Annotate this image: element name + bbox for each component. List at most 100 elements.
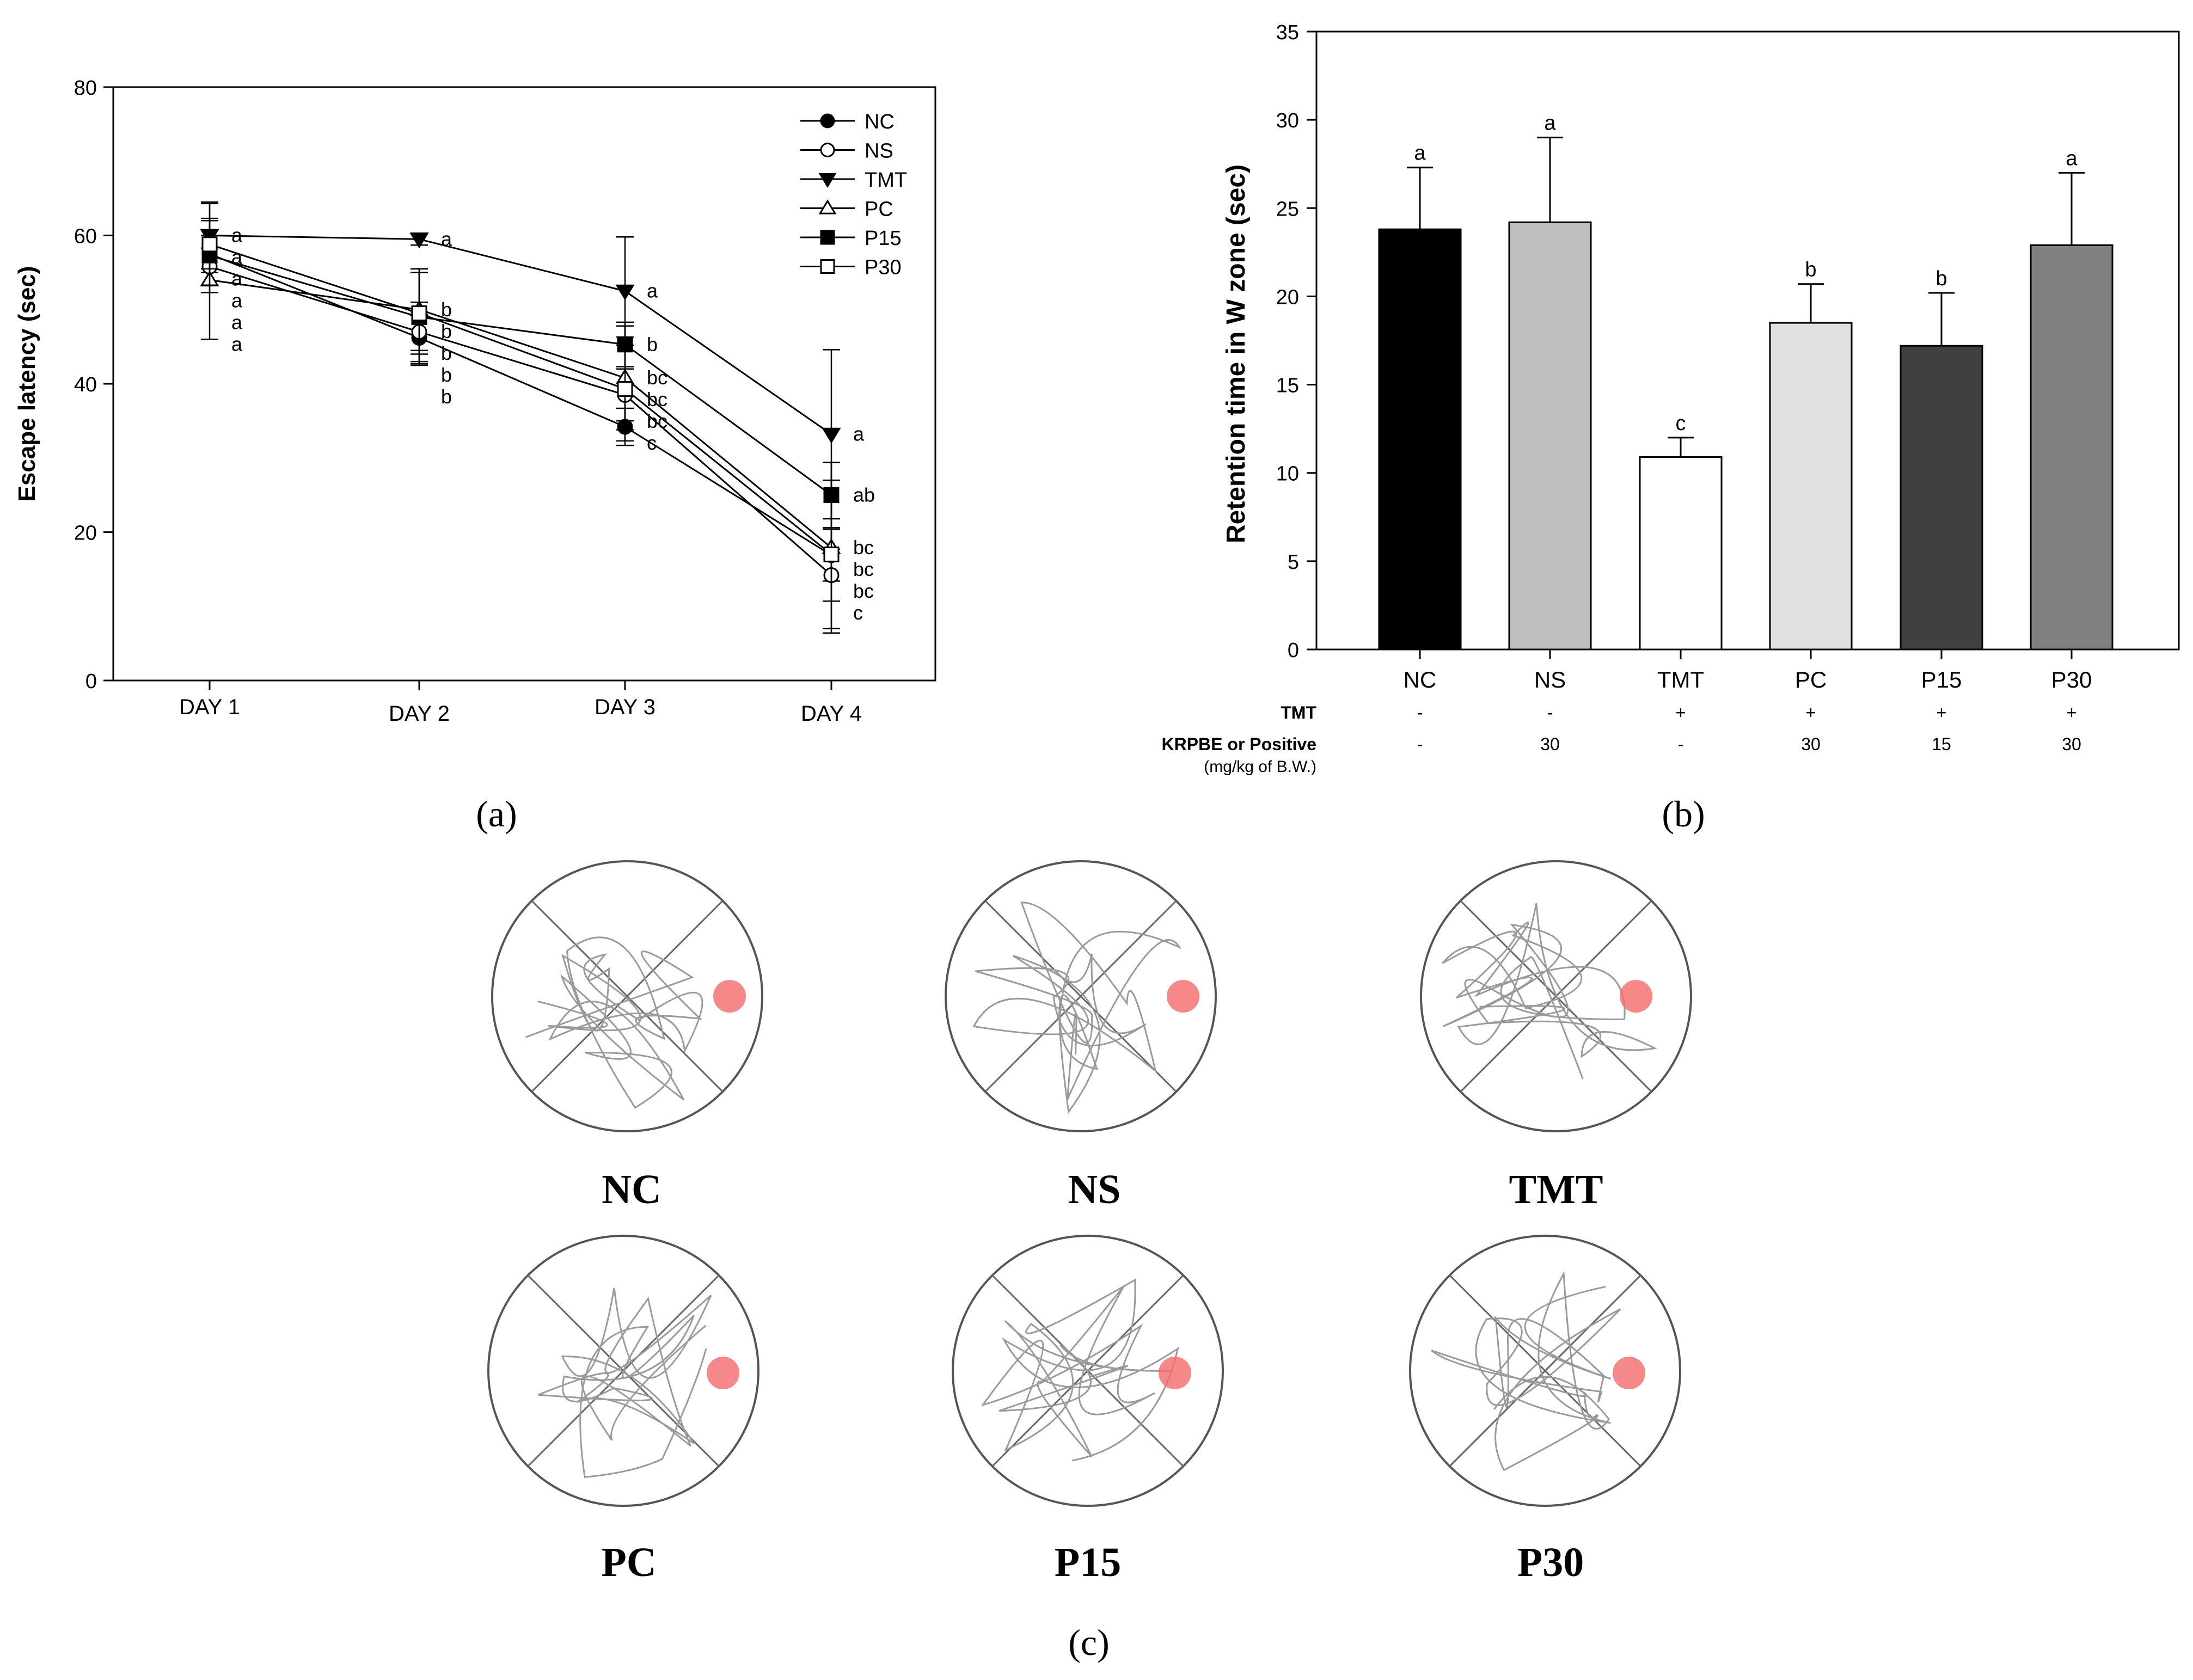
- significance-letter: bc: [647, 366, 667, 389]
- x-tick-label: NS: [1534, 667, 1566, 692]
- bar-p30: [2030, 244, 2114, 651]
- series-tmt: [200, 201, 841, 520]
- x-tick-label: NC: [1404, 667, 1437, 692]
- treatment-row-label: KRPBE or Positive: [1161, 734, 1316, 754]
- data-point: [409, 232, 429, 249]
- legend-label: PC: [865, 198, 893, 221]
- series-line: [209, 279, 832, 549]
- legend-marker: [820, 113, 835, 128]
- panel-label-b: (b): [1662, 793, 1705, 835]
- swim-path: [1442, 903, 1657, 1080]
- track-panel-label: P30: [1517, 1540, 1584, 1585]
- legend-label: P30: [865, 256, 902, 279]
- chart-a-y-ticks: 0 20 40 60 80: [74, 77, 113, 693]
- platform-marker: [713, 980, 746, 1013]
- series-p15: [201, 217, 840, 529]
- series-line: [209, 266, 832, 576]
- significance-letter: b: [1805, 259, 1816, 281]
- swim-path: [972, 902, 1182, 1114]
- quadrant-line: [531, 900, 724, 1093]
- legend-marker: [820, 143, 835, 157]
- significance-letter: a: [441, 228, 452, 250]
- y-tick-label: 10: [1276, 463, 1299, 486]
- significance-letter: a: [231, 224, 243, 247]
- significance-letter: b: [647, 333, 658, 355]
- significance-letter: b: [441, 320, 452, 342]
- significance-letter: ab: [853, 483, 875, 506]
- significance-letter: bc: [647, 410, 667, 432]
- bar-tmt: [1639, 456, 1723, 651]
- legend-label: P15: [865, 227, 902, 250]
- x-tick-label: P30: [2051, 667, 2092, 692]
- track-panel-p30: P30: [1409, 1235, 1681, 1585]
- series-line: [209, 253, 832, 556]
- treatment-value: 30: [1540, 734, 1560, 754]
- significance-letter: b: [441, 298, 452, 321]
- legend-marker: [818, 199, 837, 214]
- quadrant-line: [1449, 1274, 1641, 1467]
- y-tick-label: 5: [1288, 551, 1299, 574]
- y-tick-label: 40: [74, 373, 97, 396]
- platform-marker: [707, 1357, 739, 1389]
- bar-pc: [1769, 322, 1853, 651]
- platform-marker: [1167, 980, 1199, 1013]
- significance-letter: a: [231, 246, 243, 268]
- x-tick-label: TMT: [1657, 667, 1704, 692]
- bar-ns: [1508, 221, 1592, 651]
- significance-letter: a: [231, 290, 243, 312]
- significance-letter: bc: [647, 388, 667, 410]
- series-line: [209, 254, 832, 496]
- significance-letter: b: [441, 364, 452, 386]
- quadrant-line: [984, 900, 1177, 1093]
- x-tick-label: P15: [1921, 667, 1962, 692]
- significance-letter: c: [1676, 412, 1686, 435]
- x-tick-label: PC: [1795, 667, 1827, 692]
- chart-b-y-ticks: 0 5 10 15 20 25 30 35: [1276, 21, 1316, 662]
- significance-letter: a: [1544, 112, 1556, 135]
- series-line: [209, 235, 832, 435]
- significance-letter: bc: [853, 580, 874, 602]
- significance-letter: bc: [853, 536, 874, 559]
- data-point: [823, 546, 840, 562]
- y-tick-label: 60: [74, 225, 97, 248]
- series-line: [209, 243, 832, 555]
- chart-b-x-ticks: NC NS TMT PC P15 P30: [1404, 649, 2092, 692]
- treatment-value: +: [1676, 703, 1686, 722]
- chart-a-x-ticks: DAY 1 DAY 2 DAY 3 DAY 4: [179, 680, 862, 726]
- track-panel-ns: NS: [945, 860, 1217, 1212]
- treatment-row-label: TMT: [1281, 703, 1316, 722]
- treatment-row-sublabel: (mg/kg of B.W.): [1204, 758, 1316, 776]
- y-tick-label: 0: [1288, 639, 1299, 662]
- chart-b-plot-frame: [1315, 30, 2180, 651]
- track-panel-nc: NC: [491, 860, 763, 1212]
- track-panel-tmt: TMT: [1420, 860, 1692, 1212]
- y-tick-label: 35: [1276, 21, 1299, 44]
- legend-marker: [818, 173, 837, 188]
- treatment-value: -: [1678, 734, 1684, 754]
- treatment-table: TMT - - + + + + KRPBE or Positive (mg/kg of B.W.…: [1161, 703, 2081, 776]
- panel-label-c: (c): [1068, 1622, 1109, 1663]
- bar-nc: [1378, 228, 1462, 651]
- data-point: [411, 305, 427, 322]
- significance-letter: b: [1935, 267, 1947, 290]
- significance-letter: c: [647, 432, 657, 454]
- significance-letter: bc: [853, 558, 874, 580]
- y-tick-label: 20: [1276, 286, 1299, 309]
- panel-label-a: (a): [476, 793, 517, 835]
- significance-letter: a: [231, 333, 243, 355]
- swim-path: [981, 1278, 1179, 1462]
- x-tick-label: DAY 3: [595, 695, 656, 719]
- treatment-value: +: [2067, 703, 2077, 722]
- y-tick-label: 25: [1276, 198, 1299, 220]
- y-tick-label: 30: [1276, 109, 1299, 132]
- data-point: [615, 284, 635, 301]
- chart-b-y-axis-label: Retention time in W zone (sec): [1222, 164, 1251, 543]
- track-panel-label: NC: [602, 1167, 661, 1212]
- swim-path: [538, 1287, 712, 1479]
- treatment-value: 15: [1932, 734, 1951, 754]
- retention-time-chart: Retention time in W zone (sec) 0 5 10 15 20 2…: [1161, 21, 2180, 776]
- treatment-value: +: [1937, 703, 1947, 722]
- significance-letter: a: [647, 280, 658, 302]
